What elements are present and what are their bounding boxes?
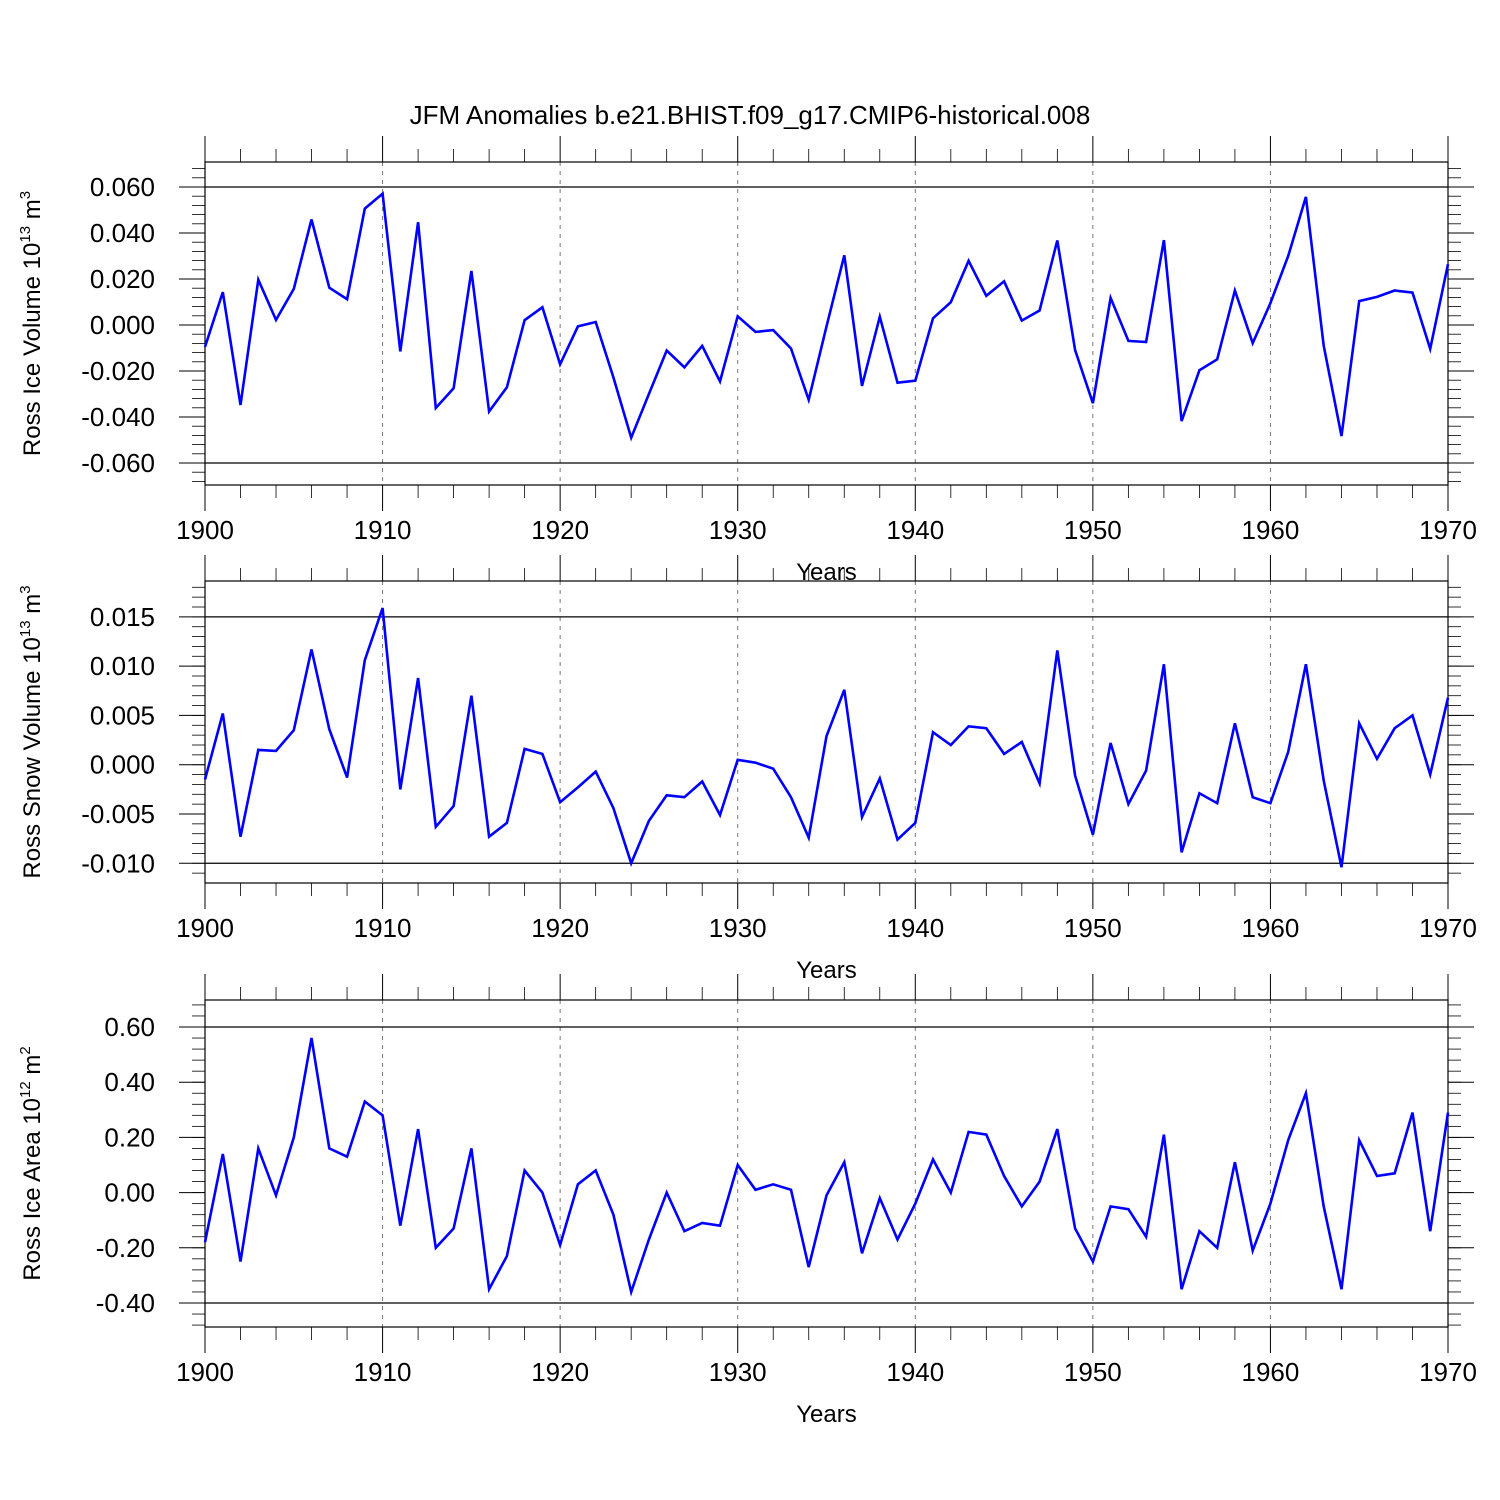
y-tick-label: -0.005 <box>81 799 155 829</box>
plot-frame <box>204 580 1449 884</box>
series-line-3 <box>203 1037 1450 1297</box>
x-tick-label: 1960 <box>1242 1357 1300 1387</box>
y-tick-label: 0.60 <box>104 1012 155 1042</box>
x-tick-label: 1970 <box>1419 1357 1477 1387</box>
x-axis-label: Years <box>796 957 857 984</box>
x-tick-label: 1950 <box>1064 1357 1122 1387</box>
x-tick-label: 1940 <box>886 515 944 545</box>
y-tick-label: -0.060 <box>81 448 155 478</box>
y-tick-label: 0.040 <box>90 218 155 248</box>
y-axis-label-unit-power: 2 <box>17 1046 34 1054</box>
y-axis-label-text: Ross Ice Volume 10 <box>19 243 46 456</box>
y-tick-label: 0.000 <box>90 750 155 780</box>
x-tick-label: 1900 <box>176 515 234 545</box>
y-axis-label-unit: m <box>19 199 46 226</box>
panels: -0.060 -0.040 -0.020 0.000 0.020 0.040 0.060 19… <box>17 136 1477 1428</box>
x-tick-label: 1930 <box>709 1357 767 1387</box>
y-tick-label: 0.060 <box>90 172 155 202</box>
y-tick-label: -0.20 <box>96 1233 155 1263</box>
y-axis-label-unit-power: 3 <box>17 585 34 593</box>
plot-frame <box>204 999 1449 1328</box>
x-tick-label: 1970 <box>1419 515 1477 545</box>
x-tick-label: 1930 <box>709 913 767 943</box>
y-axis-label-text: Ross Snow Volume 10 <box>19 637 46 878</box>
y-tick-label: 0.40 <box>104 1067 155 1097</box>
x-tick-label: 1920 <box>531 515 589 545</box>
y-axis-label-unit: m <box>19 1055 46 1082</box>
x-tick-label: 1970 <box>1419 913 1477 943</box>
x-tick-label: 1950 <box>1064 515 1122 545</box>
y-tick-label: 0.005 <box>90 700 155 730</box>
y-axis-label: Ross Ice Volume 1013 m3 <box>17 191 46 456</box>
y-tick-label: -0.40 <box>96 1288 155 1318</box>
x-tick-label: 1920 <box>531 913 589 943</box>
x-tick-label: 1910 <box>354 1357 412 1387</box>
y-tick-label: 0.020 <box>90 264 155 294</box>
y-tick-label: 0.010 <box>90 651 155 681</box>
x-tick-label: 1920 <box>531 1357 589 1387</box>
x-tick-label: 1900 <box>176 913 234 943</box>
y-axis-label: Ross Ice Area 1012 m2 <box>17 1046 46 1280</box>
x-tick-label: 1910 <box>354 913 412 943</box>
x-axis-label: Years <box>796 559 857 586</box>
y-tick-label: -0.010 <box>81 848 155 878</box>
x-axis-label: Years <box>796 1401 857 1428</box>
y-tick-label: -0.040 <box>81 402 155 432</box>
x-tick-label: 1930 <box>709 515 767 545</box>
chart-panel-3: -0.40 -0.20 0.00 0.20 0.40 0.60 1900 1910 1920 19… <box>17 974 1477 1428</box>
y-tick-label: 0.015 <box>90 602 155 632</box>
x-tick-label: 1960 <box>1242 515 1300 545</box>
chart-panel-2: -0.010 -0.005 0.000 0.005 0.010 0.015 1900 1910… <box>17 555 1477 984</box>
y-axis-label-text: Ross Ice Area 10 <box>19 1098 46 1281</box>
y-axis-label-power: 13 <box>17 620 34 637</box>
y-axis-label-power: 12 <box>17 1081 34 1098</box>
y-tick-label: 0.000 <box>90 310 155 340</box>
y-axis-label-power: 13 <box>17 226 34 243</box>
x-tick-label: 1940 <box>886 913 944 943</box>
series-line-1 <box>203 191 1450 442</box>
y-axis-label-unit: m <box>19 594 46 621</box>
y-tick-label: 0.20 <box>104 1122 155 1152</box>
chart-panel-1: -0.060 -0.040 -0.020 0.000 0.020 0.040 0.060 19… <box>17 136 1477 586</box>
series-line-2 <box>203 607 1450 868</box>
x-tick-label: 1940 <box>886 1357 944 1387</box>
y-axis-label-unit-power: 3 <box>17 191 34 199</box>
y-tick-label: 0.00 <box>104 1178 155 1208</box>
x-tick-label: 1960 <box>1242 913 1300 943</box>
x-tick-label: 1910 <box>354 515 412 545</box>
y-tick-label: -0.020 <box>81 356 155 386</box>
plot-frame <box>204 161 1449 486</box>
x-tick-label: 1950 <box>1064 913 1122 943</box>
figure-title: JFM Anomalies b.e21.BHIST.f09_g17.CMIP6-… <box>410 100 1091 130</box>
y-axis-label: Ross Snow Volume 1013 m3 <box>17 585 46 878</box>
x-tick-label: 1900 <box>176 1357 234 1387</box>
